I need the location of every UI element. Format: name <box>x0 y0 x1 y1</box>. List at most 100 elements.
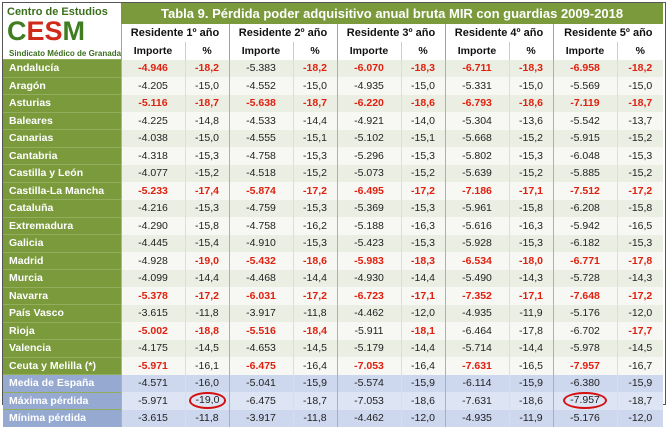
percent-cell: -18,7 <box>292 94 337 112</box>
percent-header: % <box>400 41 445 60</box>
percent-cell: -16,0 <box>184 374 229 392</box>
percent-cell: -15,2 <box>508 164 553 182</box>
percent-cell: -19,0 <box>184 252 229 270</box>
percent-cell: -15,3 <box>616 234 664 252</box>
importe-cell: -4.225 <box>120 112 185 130</box>
importe-cell: -4.216 <box>120 199 185 217</box>
importe-cell: -5.983 <box>336 252 401 270</box>
percent-cell: -18,7 <box>184 94 229 112</box>
percent-cell: -18,7 <box>292 392 337 410</box>
percent-cell: -16,5 <box>508 357 553 375</box>
importe-cell: -5.569 <box>552 77 617 95</box>
importe-cell: -4.518 <box>228 164 293 182</box>
percent-cell: -18,7 <box>616 94 664 112</box>
percent-cell: -11,8 <box>292 409 337 427</box>
importe-cell: -4.935 <box>444 409 509 427</box>
importe-cell: -5.616 <box>444 217 509 235</box>
percent-header: % <box>508 41 553 60</box>
year-header: Residente 1º año <box>120 24 229 42</box>
importe-cell: -5.874 <box>228 182 293 200</box>
subheader-row: Importe% Importe% Importe% Importe% Importe% <box>3 41 664 60</box>
logo-line1: Centro de Estudios <box>7 6 108 18</box>
percent-cell: -15,3 <box>400 199 445 217</box>
percent-header: % <box>616 41 664 60</box>
importe-cell: -6.208 <box>552 199 617 217</box>
importe-cell: -6.220 <box>336 94 401 112</box>
percent-cell: -15,3 <box>292 199 337 217</box>
table-row: Ceuta y Melilla (*) -5.971 -16,1 -6.475 -16,… <box>3 356 664 375</box>
importe-cell: -6.070 <box>336 59 401 77</box>
percent-cell: -18,3 <box>400 59 445 77</box>
logo-line3: Sindicato Médico de Granada <box>9 49 121 58</box>
percent-cell: -19,0 <box>184 392 229 410</box>
importe-cell: -5.961 <box>444 199 509 217</box>
table-title: Tabla 9. Pérdida poder adquisitivo anual… <box>121 3 664 25</box>
importe-cell: -6.114 <box>444 374 509 392</box>
percent-cell: -18,2 <box>184 59 229 77</box>
percent-cell: -14,4 <box>508 339 553 357</box>
importe-cell: -6.380 <box>552 374 617 392</box>
importe-cell: -5.668 <box>444 129 509 147</box>
percent-cell: -17,1 <box>508 287 553 305</box>
percent-cell: -15,0 <box>508 77 553 95</box>
percent-cell: -17,2 <box>292 287 337 305</box>
importe-cell: -7.352 <box>444 287 509 305</box>
percent-cell: -17,2 <box>616 182 664 200</box>
importe-cell: -5.638 <box>228 94 293 112</box>
importe-cell: -4.445 <box>120 234 185 252</box>
percent-cell: -15,3 <box>508 147 553 165</box>
table-row: Rioja -5.002 -18,8 -5.516 -18,4 -5.911 -18,1 -6… <box>3 321 664 340</box>
percent-cell: -18,6 <box>292 252 337 270</box>
percent-cell: -16,3 <box>400 217 445 235</box>
percent-cell: -15,3 <box>184 199 229 217</box>
importe-header: Importe <box>336 41 401 60</box>
percent-cell: -11,9 <box>508 409 553 427</box>
importe-cell: -6.182 <box>552 234 617 252</box>
region-label: Andalucía <box>3 59 121 77</box>
percent-cell: -15,9 <box>508 374 553 392</box>
region-label: Baleares <box>3 111 121 130</box>
circled-value: -19,0 <box>188 392 227 410</box>
region-label: País Vasco <box>3 304 121 322</box>
percent-cell: -12,0 <box>400 409 445 427</box>
region-label: Asturias <box>3 94 121 112</box>
percent-header: % <box>292 41 337 60</box>
table-row: Murcia -4.099 -14,4 -4.468 -14,4 -4.930 -14,4-… <box>3 269 664 287</box>
percent-cell: -14,4 <box>400 339 445 357</box>
percent-cell: -14,4 <box>292 112 337 130</box>
logo-brand: CESM <box>7 16 86 46</box>
percent-cell: -15,9 <box>400 374 445 392</box>
table-row: Andalucía -4.946 -18,2 -5.383 -18,2 -6.070 -18… <box>3 59 664 77</box>
importe-cell: -5.928 <box>444 234 509 252</box>
percent-cell: -11,8 <box>184 304 229 322</box>
percent-cell: -14,3 <box>508 269 553 287</box>
percent-cell: -12,0 <box>400 304 445 322</box>
year-header: Residente 5º año <box>552 24 664 42</box>
percent-cell: -14,4 <box>184 269 229 287</box>
importe-cell: -4.552 <box>228 77 293 95</box>
percent-cell: -15,1 <box>292 129 337 147</box>
percent-cell: -16,2 <box>292 217 337 235</box>
importe-cell: -5.073 <box>336 164 401 182</box>
importe-cell: -5.176 <box>552 304 617 322</box>
data-table: Centro de Estudios CESM Sindicato Médico… <box>3 3 664 427</box>
region-label: Cataluña <box>3 199 121 217</box>
importe-cell: -6.723 <box>336 287 401 305</box>
importe-cell: -7.053 <box>336 392 401 410</box>
importe-cell: -5.432 <box>228 252 293 270</box>
importe-cell: -4.290 <box>120 217 185 235</box>
table-row: Castilla y León -4.077 -15,2 -4.518 -15,2 -5.… <box>3 164 664 182</box>
percent-cell: -18,6 <box>508 392 553 410</box>
percent-header: % <box>184 41 229 60</box>
table-row: Madrid -4.928 -19,0 -5.432 -18,6 -5.983 -18,3-… <box>3 251 664 270</box>
percent-cell: -17,2 <box>184 287 229 305</box>
table-row: País Vasco -3.615 -11,8 -3.917 -11,8 -4.462 -1… <box>3 304 664 322</box>
table-row: Canarias -4.038 -15,0 -4.555 -15,1 -5.102 -15,… <box>3 129 664 147</box>
importe-cell: -5.423 <box>336 234 401 252</box>
region-label: Galicia <box>3 234 121 252</box>
importe-cell: -4.318 <box>120 147 185 165</box>
importe-cell: -4.935 <box>444 304 509 322</box>
region-label: Cantabria <box>3 146 121 165</box>
percent-cell: -14,5 <box>616 339 664 357</box>
percent-cell: -15,2 <box>184 164 229 182</box>
